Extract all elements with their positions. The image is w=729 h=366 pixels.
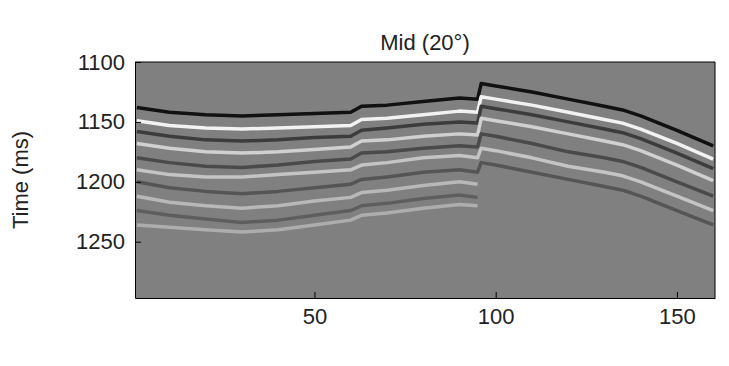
tick: 150 — [659, 292, 696, 329]
chart: 50 100 150 1100 1150 1200 1250 Mid (20°) Time (m… — [0, 0, 729, 366]
plot-frame — [135, 62, 715, 298]
tick-label: 1100 — [78, 50, 125, 75]
tick-label: 150 — [659, 304, 696, 329]
tick-mark — [314, 292, 315, 298]
tick-label: 1250 — [76, 229, 125, 254]
tick: 1250 — [76, 229, 141, 254]
tick-mark — [135, 182, 141, 183]
tick: 100 — [478, 292, 515, 329]
tick: 50 — [303, 292, 327, 329]
horizon-line — [137, 163, 713, 225]
tick-mark — [496, 292, 497, 298]
horizon-line — [137, 148, 713, 210]
horizon-line — [137, 205, 478, 233]
tick: 1150 — [78, 109, 141, 134]
tick-mark — [677, 292, 678, 298]
chart-title: Mid (20°) — [380, 30, 469, 55]
tick: 1200 — [76, 169, 141, 194]
tick-label: 50 — [303, 304, 327, 329]
axis-line — [136, 298, 716, 299]
plot-background — [135, 62, 715, 298]
y-axis: 1100 1150 1200 1250 — [76, 50, 141, 299]
horizons — [137, 84, 713, 233]
y-axis-title: Time (ms) — [8, 131, 33, 229]
tick-mark — [135, 242, 141, 243]
tick-label: 1200 — [76, 169, 125, 194]
axis-line — [135, 63, 136, 299]
x-axis: 50 100 150 — [136, 292, 716, 329]
plot: 50 100 150 1100 1150 1200 1250 — [76, 50, 715, 329]
tick-label: 1150 — [78, 109, 125, 134]
tick: 1100 — [78, 50, 141, 75]
tick-mark — [135, 122, 141, 123]
tick-label: 100 — [478, 304, 515, 329]
horizon-line — [137, 182, 478, 208]
